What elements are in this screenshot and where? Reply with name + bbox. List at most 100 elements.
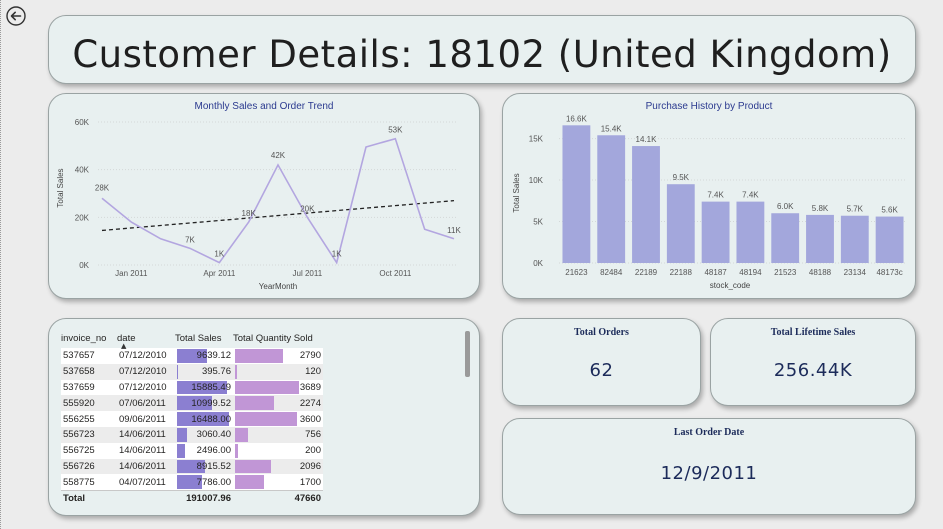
date-cell: 09/06/2011: [117, 411, 175, 427]
line-data-label: 42K: [271, 151, 286, 160]
sales-data-bar: [177, 427, 187, 442]
quantity-data-bar: [235, 380, 299, 395]
title-card: Customer Details: 18102 (United Kingdom): [48, 15, 916, 84]
bar-x-tick: 48187: [704, 268, 727, 277]
table-row[interactable]: 556255 09/06/2011 16488.00 3600: [61, 411, 323, 427]
invoice-table-card[interactable]: invoice_no date Total Sales Total Quanti…: [48, 318, 480, 516]
product-bar[interactable]: [701, 201, 730, 263]
table-row[interactable]: 558775 04/07/2011 7786.00 1700: [61, 474, 323, 491]
quantity-value: 1700: [299, 476, 321, 488]
sort-ascending-icon[interactable]: ▲: [121, 342, 127, 350]
invoice-table[interactable]: invoice_no date Total Sales Total Quanti…: [61, 331, 323, 508]
total-quantity-cell: 2096: [233, 458, 323, 475]
col-total-sales[interactable]: Total Sales: [175, 333, 222, 344]
sales-value: 7786.00: [196, 476, 231, 488]
bar-y-tick: 10K: [529, 176, 544, 185]
quantity-data-bar: [235, 475, 265, 489]
date-cell: 04/07/2011: [117, 474, 175, 491]
bar-data-label: 5.8K: [812, 204, 829, 213]
lifetime-sales-value: 256.44K: [773, 360, 853, 381]
invoice-no-cell: 537657: [61, 348, 117, 364]
invoice-no-cell: 537659: [61, 379, 117, 396]
last-order-label: Last Order Date: [673, 427, 745, 438]
line-data-label: 7K: [185, 235, 195, 244]
invoice-no-cell: 556726: [61, 458, 117, 475]
invoice-no-cell: 537658: [61, 363, 117, 380]
date-cell: 07/12/2010: [117, 379, 175, 396]
table-row[interactable]: 556723 14/06/2011 3060.40 756: [61, 426, 323, 443]
date-cell: 14/06/2011: [117, 426, 175, 443]
table-row[interactable]: 537659 07/12/2010 15885.49 3689: [61, 379, 323, 396]
quantity-value: 2274: [299, 397, 321, 409]
line-data-label: 1K: [332, 250, 342, 259]
line-y-axis-label: Total Sales: [56, 168, 65, 207]
purchase-history-chart-card[interactable]: Purchase History by Product 0K 5K 10K 15K 1…: [502, 93, 916, 299]
col-invoice-no[interactable]: invoice_no: [61, 333, 107, 344]
sales-value: 9639.12: [196, 350, 231, 362]
quantity-data-bar: [235, 396, 275, 411]
bar-data-label: 5.7K: [847, 205, 864, 214]
total-quantity-cell: 1700: [233, 474, 323, 491]
bar-chart[interactable]: 0K 5K 10K 15K 16.6K 15.4K 14.1K 9.5K 7.4K 7.4K 6.…: [503, 94, 917, 300]
total-orders-label: Total Orders: [574, 327, 629, 338]
col-total-quantity[interactable]: Total Quantity Sold: [233, 333, 313, 344]
bar-x-tick: 21523: [774, 268, 797, 277]
last-order-value: 12/9/2011: [660, 463, 758, 484]
table-row[interactable]: 537658 07/12/2010 395.76 120: [61, 363, 323, 380]
line-data-label: 53K: [388, 126, 403, 135]
line-chart[interactable]: 0K 20K 40K 60K Jan 2011 Apr 2011 Jul 2011 Oct …: [49, 94, 481, 300]
quantity-value: 120: [305, 366, 321, 378]
total-sales-cell: 16488.00: [175, 411, 233, 427]
product-bar[interactable]: [840, 215, 869, 263]
table-row[interactable]: 555920 07/06/2011 10999.52 2274: [61, 395, 323, 412]
table-row[interactable]: 556726 14/06/2011 8915.52 2096: [61, 458, 323, 475]
total-quantity-cell: 2274: [233, 395, 323, 412]
total-sales-cell: 7786.00: [175, 474, 233, 491]
quantity-data-bar: [235, 443, 239, 458]
bar-data-label: 15.4K: [601, 124, 623, 133]
monthly-sales-chart-card[interactable]: Monthly Sales and Order Trend 0K 20K 40K 60…: [48, 93, 480, 299]
quantity-data-bar: [235, 364, 238, 379]
product-bar[interactable]: [771, 213, 800, 263]
bar-data-label: 6.0K: [777, 202, 794, 211]
sales-data-bar: [177, 380, 228, 395]
bar-x-tick: 48194: [739, 268, 762, 277]
product-bar[interactable]: [806, 214, 834, 263]
quantity-value: 2096: [299, 460, 321, 472]
sales-data-bar: [177, 364, 179, 379]
total-orders-card: Total Orders 62: [502, 318, 701, 406]
sales-line: [101, 137, 455, 265]
product-bar[interactable]: [666, 184, 695, 263]
product-bar[interactable]: [632, 146, 660, 263]
sales-value: 10999.52: [191, 397, 231, 409]
line-y-tick: 40K: [75, 166, 90, 175]
date-cell: 14/06/2011: [117, 442, 175, 459]
table-row[interactable]: 537657 07/12/2010 9639.12 2790: [61, 348, 323, 364]
product-bar[interactable]: [562, 125, 591, 263]
total-quantity-cell: 3689: [233, 379, 323, 396]
bar-y-axis-label: Total Sales: [512, 173, 521, 212]
invoice-no-cell: 556725: [61, 442, 117, 459]
total-quantity: 47660: [233, 489, 323, 508]
back-arrow-icon: [6, 6, 26, 26]
product-bar[interactable]: [875, 216, 904, 263]
lifetime-sales-card: Total Lifetime Sales 256.44K: [710, 318, 916, 406]
product-bar[interactable]: [597, 135, 626, 263]
bar-data-label: 14.1K: [636, 135, 658, 144]
invoice-no-cell: 555920: [61, 395, 117, 412]
total-quantity-cell: 3600: [233, 411, 323, 427]
table-scrollbar[interactable]: [465, 331, 470, 377]
sales-data-bar: [177, 412, 229, 426]
col-date[interactable]: date: [117, 333, 136, 344]
back-button[interactable]: [4, 4, 28, 28]
table-row[interactable]: 556725 14/06/2011 2496.00 200: [61, 442, 323, 459]
bar-y-tick: 0K: [533, 259, 543, 268]
total-orders-value: 62: [589, 360, 614, 381]
line-y-tick: 0K: [79, 261, 89, 270]
quantity-value: 200: [305, 445, 321, 457]
line-data-label: 11K: [447, 226, 461, 235]
product-bar[interactable]: [736, 201, 765, 263]
date-cell: 07/12/2010: [117, 363, 175, 380]
sales-data-bar: [177, 475, 202, 489]
quantity-data-bar: [235, 427, 249, 442]
